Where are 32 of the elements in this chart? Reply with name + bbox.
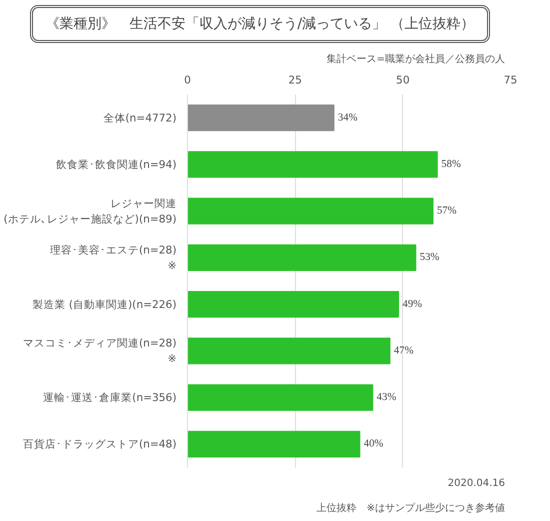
bar bbox=[188, 338, 390, 365]
bar bbox=[188, 291, 400, 318]
y-tick-label: 運輸･運送･倉庫業(n=356) bbox=[43, 391, 177, 404]
bar bbox=[188, 384, 374, 412]
chart-subtitle: 集計ベース=職業が会社員／公務員の人 bbox=[326, 53, 505, 67]
y-tick-label: レジャー関連 (ホテル､レジャー施設など)(n=89) bbox=[4, 197, 177, 226]
bar bbox=[188, 244, 416, 272]
y-tick-label: 百貨店･ドラッグストア(n=48) bbox=[22, 438, 177, 451]
chart-title: 《業種別》 生活不安「収入が減りそう/減っている」 （上位抜粋） bbox=[45, 15, 475, 34]
text: 2020.04.16 bbox=[448, 477, 505, 492]
y-tick-label: 製造業 (自動車関連)(n=226) bbox=[32, 298, 177, 312]
y-tick-label: マスコミ･メディア関連(n=28) ※ bbox=[22, 336, 177, 366]
data-label: 49% bbox=[402, 299, 422, 310]
x-tick-label: 0 bbox=[184, 74, 192, 87]
y-tick-label: 飲食業･飲食関連(n=94) bbox=[56, 158, 177, 172]
data-label: 53% bbox=[420, 252, 440, 264]
bar bbox=[188, 151, 438, 178]
bar bbox=[188, 104, 334, 132]
data-label: 34% bbox=[338, 112, 358, 124]
y-tick-label: 全体(n=4772) bbox=[103, 112, 177, 125]
data-label: 58% bbox=[441, 159, 461, 170]
x-tick-label: 25 bbox=[288, 74, 302, 87]
text: 上位抜粋 ※はサンプル些少につき参考値 bbox=[316, 502, 505, 516]
x-tick-label: 75 bbox=[504, 74, 518, 87]
y-tick-label: 理容･美容･エステ(n=28) ※ bbox=[50, 244, 177, 272]
x-tick-label: 50 bbox=[396, 74, 410, 87]
data-label: 57% bbox=[436, 206, 457, 217]
data-label: 40% bbox=[364, 438, 384, 450]
data-label: 47% bbox=[394, 346, 414, 357]
data-label: 43% bbox=[376, 392, 396, 404]
bar bbox=[188, 198, 434, 225]
bar bbox=[188, 431, 360, 458]
